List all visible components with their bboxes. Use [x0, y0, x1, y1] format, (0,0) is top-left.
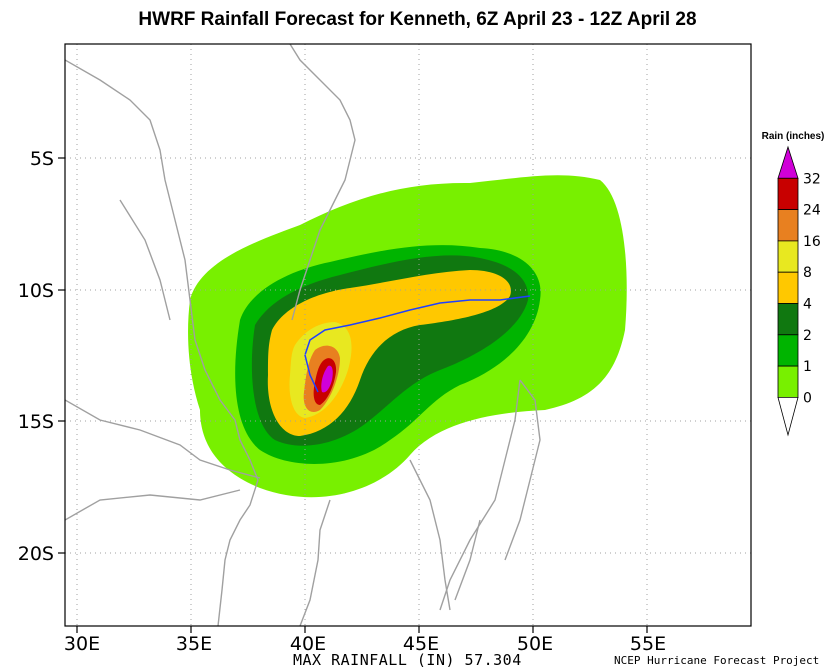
legend-tick-label: 2 [803, 328, 812, 344]
lat-label-5s: 5S [30, 148, 54, 170]
legend-tick-label: 0 [803, 390, 812, 406]
legend-swatch [777, 334, 799, 367]
map-layers [65, 44, 627, 626]
plot-frame [64, 43, 752, 627]
legend-tick-label: 1 [803, 359, 812, 375]
gridlines [65, 44, 751, 626]
legend-tick-label: 32 [803, 171, 821, 187]
lon-label-40e: 40E [290, 633, 326, 655]
max-rainfall-label: MAX RAINFALL (IN) 57.304 [293, 651, 522, 669]
credit-label: NCEP Hurricane Forecast Project [614, 654, 820, 667]
lat-label-15s: 15S [18, 411, 54, 433]
rain-zone-over-32 [321, 365, 333, 393]
coastlines [65, 44, 541, 626]
legend-swatch [777, 396, 799, 437]
legend: Rain (inches) 32 24 16 8 4 2 1 0 [762, 131, 825, 437]
lat-label-10s: 10S [18, 280, 54, 302]
legend-tick-label: 8 [803, 265, 812, 281]
lat-label-20s: 20S [18, 543, 54, 565]
storm-track [304, 295, 531, 393]
lon-label-30e: 30E [64, 633, 100, 655]
legend-tick-label: 16 [803, 234, 821, 250]
legend-swatches [777, 145, 799, 437]
legend-swatch [777, 209, 799, 242]
legend-title: Rain (inches) [762, 131, 825, 142]
lon-label-55e: 55E [630, 633, 666, 655]
lon-label-50e: 50E [517, 633, 553, 655]
lon-label-45e: 45E [403, 633, 439, 655]
legend-ticks: 32 24 16 8 4 2 1 0 [803, 171, 821, 406]
map-title: HWRF Rainfall Forecast for Kenneth, 6Z A… [138, 9, 697, 30]
legend-swatch [777, 240, 799, 273]
legend-swatch [777, 271, 799, 304]
lon-label-35e: 35E [176, 633, 212, 655]
legend-swatch [777, 303, 799, 336]
legend-swatch [777, 365, 799, 398]
legend-tick-label: 24 [803, 203, 821, 219]
legend-swatch [777, 177, 799, 211]
tick-marks [58, 157, 648, 633]
legend-tick-label: 4 [803, 297, 812, 313]
legend-swatch [777, 145, 799, 179]
